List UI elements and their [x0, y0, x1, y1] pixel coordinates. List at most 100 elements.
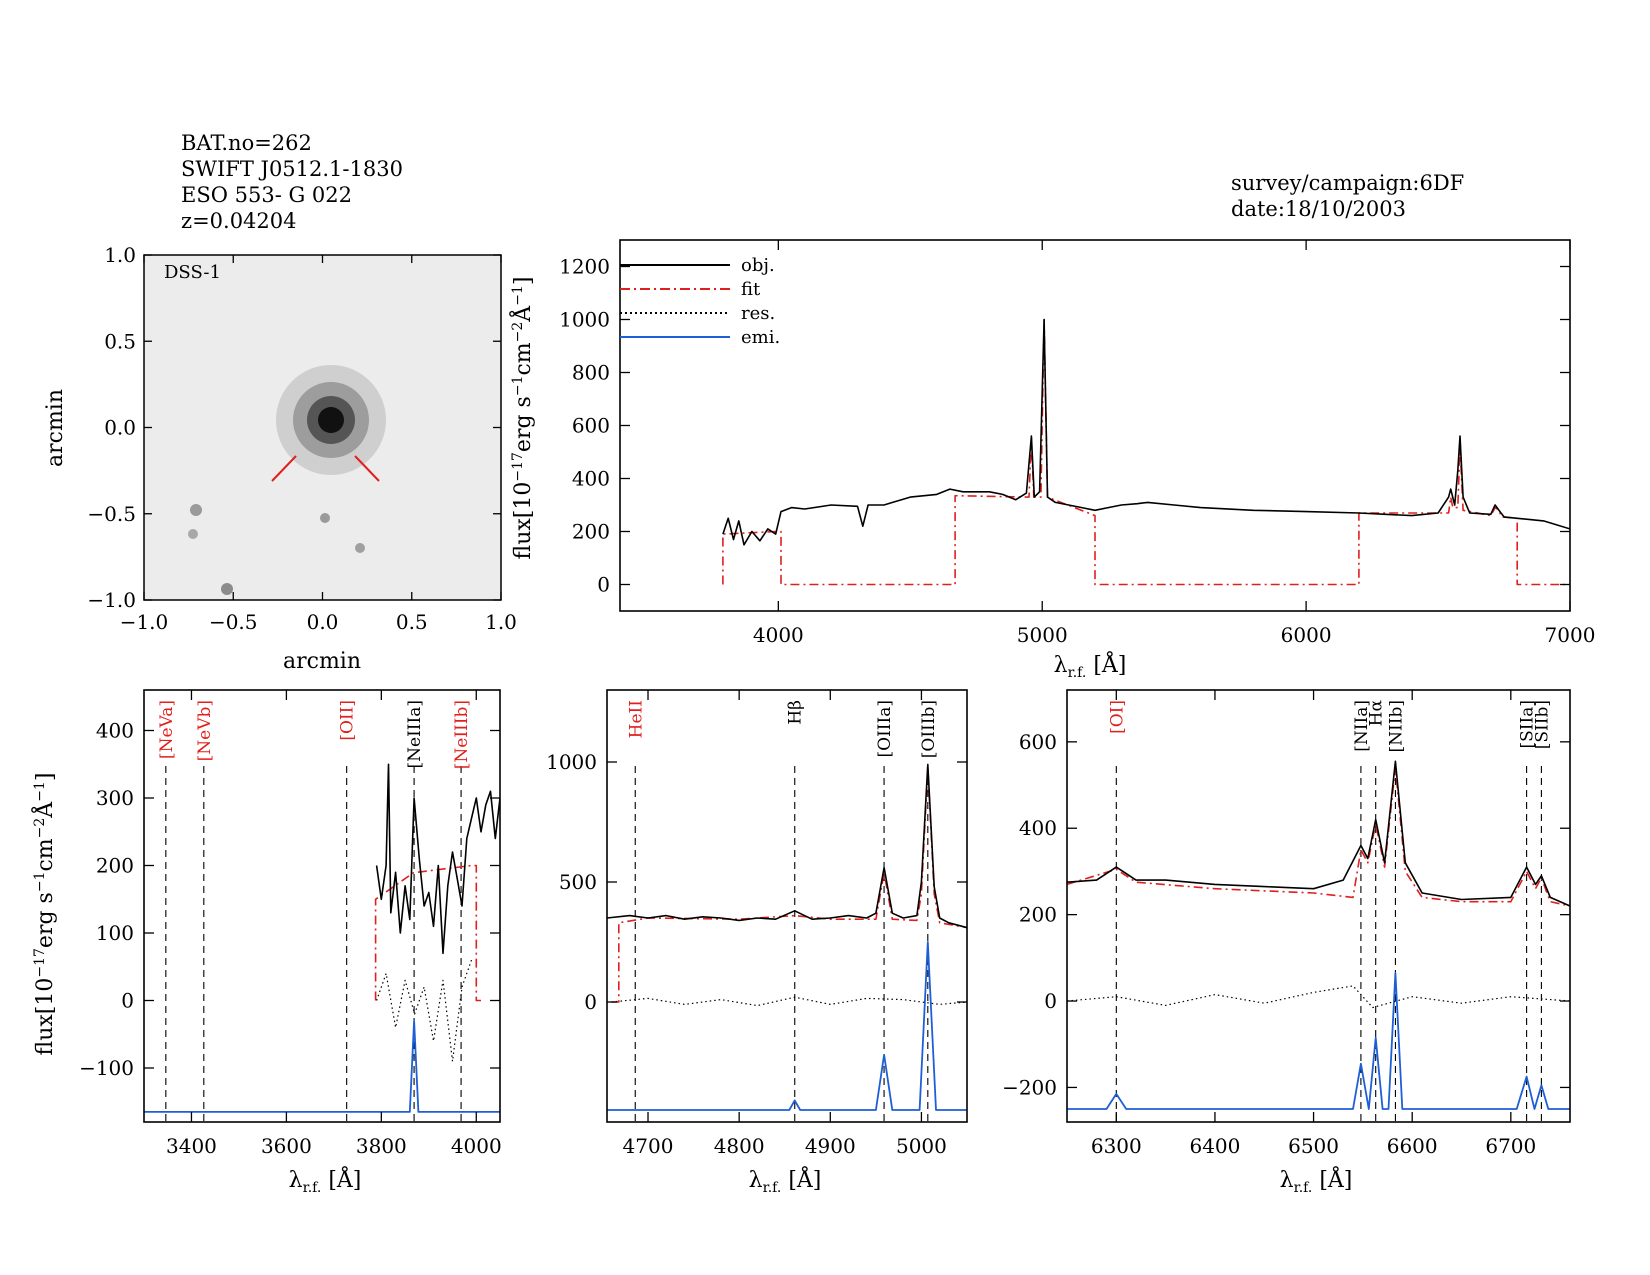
header-line-eso: ESO 553- G 022 — [181, 183, 352, 207]
legend-label-res: res. — [741, 303, 775, 324]
target-marker-right — [354, 455, 380, 482]
line-marker-label: [SIIa] — [1518, 700, 1538, 748]
ytick-label: 200 — [96, 854, 134, 878]
ytick-label: 400 — [96, 719, 134, 743]
image-ytick-label: −0.5 — [87, 502, 136, 526]
series-fit — [611, 765, 967, 1003]
date-label: date:18/10/2003 — [1231, 197, 1406, 221]
series-res — [1067, 985, 1570, 1009]
plot-frame — [143, 689, 501, 1123]
xtick-label: 3400 — [166, 1134, 217, 1158]
neon-xlabel: λr.f. [Å] — [289, 1165, 362, 1196]
series-obj — [607, 763, 967, 929]
xtick-label: 6700 — [1485, 1134, 1536, 1158]
image-ytick-label: 1.0 — [104, 243, 136, 267]
image-xlabel: arcmin — [283, 649, 361, 674]
ytick-label: 0 — [584, 990, 597, 1014]
legend-label-emi: emi. — [741, 327, 780, 348]
line-marker-label: [NeIIIb] — [452, 700, 472, 769]
dss-image-panel: DSS-1 −1.0−1.0 −0.5 −0.5 0.0 0.0 0.5 0.5 1.0 1.0… — [43, 243, 517, 674]
xtick-label: 5000 — [1017, 623, 1068, 647]
line-marker-label: [NIIa] — [1352, 700, 1372, 752]
series-fit — [722, 318, 1570, 586]
image-ticks: −1.0−1.0 −0.5 −0.5 0.0 0.0 0.5 0.5 1.0 1.0 — [87, 243, 516, 634]
halpha-xlabel: λr.f. [Å] — [1280, 1165, 1353, 1196]
ytick-label: −100 — [79, 1056, 134, 1080]
ytick-label: 100 — [96, 921, 134, 945]
neon-ylabel: flux[10−17erg s−1cm−2Å−1] — [30, 773, 58, 1056]
ytick-label: 1200 — [559, 255, 610, 279]
legend: obj. fit res. emi. — [620, 255, 780, 348]
ytick-label: 400 — [1019, 816, 1057, 840]
series-res — [611, 996, 967, 1007]
image-ytick-label: 0.0 — [104, 416, 136, 440]
xtick-label: 6000 — [1281, 623, 1332, 647]
series-fit — [1067, 766, 1570, 907]
hbeta-xlabel: λr.f. [Å] — [749, 1165, 822, 1196]
xtick-label: 4900 — [805, 1134, 856, 1158]
legend-label-fit: fit — [741, 279, 761, 300]
ytick-label: 300 — [96, 786, 134, 810]
ytick-label: 0 — [121, 989, 134, 1013]
line-marker-label: Hα — [1367, 699, 1387, 726]
xtick-label: 7000 — [1545, 623, 1596, 647]
ytick-label: 200 — [572, 520, 610, 544]
image-survey-label: DSS-1 — [164, 262, 221, 283]
series-fit — [374, 864, 481, 1002]
legend-label-obj: obj. — [741, 255, 775, 276]
xtick-label: 4800 — [714, 1134, 765, 1158]
line-marker-label: [NeVb] — [195, 700, 215, 761]
line-marker-label: [SIIb] — [1532, 700, 1552, 749]
ytick-label: 1000 — [546, 750, 597, 774]
ytick-label: 1000 — [559, 308, 610, 332]
ytick-label: 0 — [1044, 989, 1057, 1013]
xtick-label: 4000 — [451, 1134, 502, 1158]
series-emi — [607, 941, 967, 1111]
ytick-label: −200 — [1002, 1075, 1057, 1099]
series-emi — [144, 1019, 500, 1113]
neon-panel: [NeVa] [NeVb] [OII] [NeIIIa] [NeIIIb] 3400 360… — [79, 689, 502, 1158]
image-ytick-label: 0.5 — [104, 329, 136, 353]
line-marker-label: [OI] — [1107, 700, 1127, 734]
plot-frame — [1066, 689, 1571, 1123]
series-res — [376, 959, 473, 1062]
line-marker-label: [NIIb] — [1386, 700, 1406, 752]
xtick-label: 6400 — [1189, 1134, 1240, 1158]
ytick-label: 600 — [572, 414, 610, 438]
line-marker-label: [OIIIb] — [919, 700, 939, 758]
survey-label: survey/campaign:6DF — [1231, 171, 1465, 195]
main-xlabel: λr.f. [Å] — [1054, 650, 1127, 681]
line-marker-label: Hβ — [786, 700, 806, 725]
image-ytick-label: −1.0 — [87, 588, 136, 612]
ytick-label: 400 — [572, 467, 610, 491]
image-xtick-label: 0.5 — [396, 610, 428, 634]
hbeta-oiii-panel: HeII Hβ [OIIIa] [OIIIb] 4700 4800 4900 5000 0 500… — [546, 689, 968, 1158]
header-line-redshift: z=0.04204 — [181, 209, 297, 233]
main-spectrum-panel: 4000 5000 6000 7000 0 200 400 600 800 1000 1200 — [559, 239, 1596, 647]
series-emi — [1067, 972, 1570, 1110]
line-marker-label: [NeVa] — [157, 700, 177, 759]
image-ylabel: arcmin — [43, 389, 68, 467]
ytick-label: 0 — [597, 573, 610, 597]
main-ylabel: flux[10−17erg s−1cm−2Å−1] — [508, 277, 536, 560]
line-marker-label: [OIIIa] — [875, 700, 895, 757]
xtick-label: 5000 — [896, 1134, 947, 1158]
xtick-label: 3600 — [261, 1134, 312, 1158]
series-obj — [722, 318, 1570, 546]
plot-frame — [606, 689, 968, 1123]
xtick-label: 6300 — [1091, 1134, 1142, 1158]
halpha-panel: [OI] [NIIa]Hα [NIIb] [SIIa][SIIb] 6300 6400 65… — [1002, 689, 1571, 1158]
image-xtick-label: 1.0 — [485, 610, 517, 634]
ytick-label: 500 — [559, 870, 597, 894]
header-id-block: BAT.no=262 SWIFT J0512.1-1830 ESO 553- G 0… — [181, 130, 403, 234]
line-marker-label: [NeIIIa] — [405, 700, 425, 768]
header-line-bat: BAT.no=262 — [181, 131, 312, 155]
image-xtick-label: −1.0 — [120, 610, 169, 634]
series-obj — [375, 763, 500, 955]
series-obj — [1067, 760, 1570, 907]
line-marker-label: [OII] — [338, 700, 358, 741]
ytick-label: 600 — [1019, 730, 1057, 754]
xtick-label: 4700 — [623, 1134, 674, 1158]
xtick-label: 4000 — [753, 623, 804, 647]
